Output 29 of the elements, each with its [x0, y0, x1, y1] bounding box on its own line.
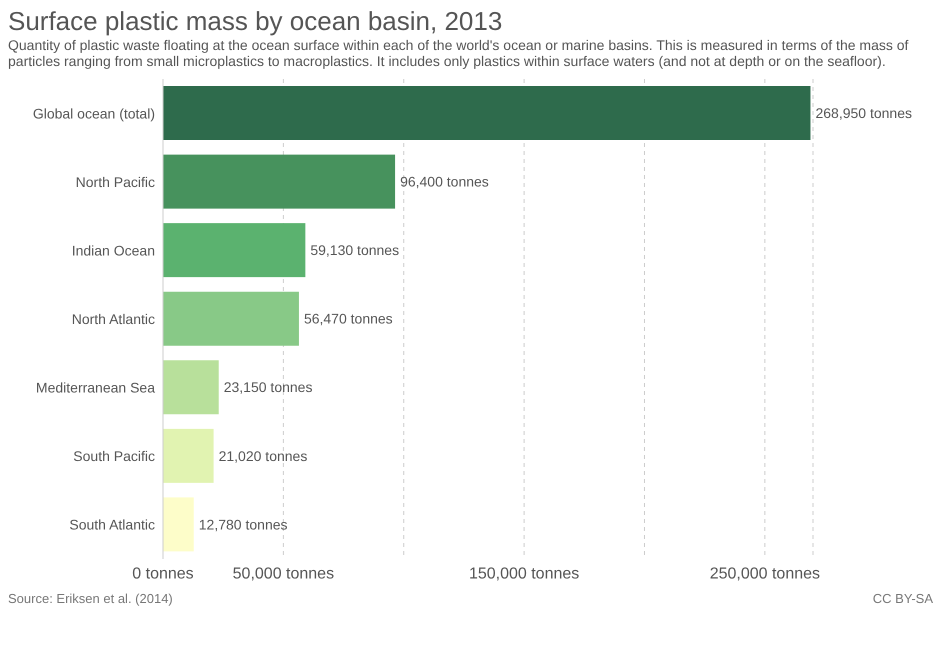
- data-label: 23,150 tonnes: [224, 379, 312, 396]
- y-tick-label: South Atlantic: [69, 516, 155, 533]
- text: CC BY-SA: [872, 591, 933, 606]
- y-tick-label: North Pacific: [76, 174, 155, 190]
- data-label: 96,400 tonnes: [400, 173, 489, 190]
- bar: [163, 497, 194, 552]
- y-tick-label: Mediterranean Sea: [36, 380, 156, 396]
- x-tick-label: 0 tonnes: [132, 565, 194, 582]
- y-tick-label: South Pacific: [73, 448, 155, 464]
- y-tick-label: North Atlantic: [72, 310, 155, 327]
- y-tick-label: Indian Ocean: [72, 242, 155, 258]
- y-tick-label: Global ocean (total): [32, 105, 155, 122]
- x-tick-label: 250,000 tonnes: [710, 565, 820, 582]
- source-note: Source: Eriksen et al. (2014): [8, 591, 173, 606]
- bar: [163, 86, 810, 140]
- bar: [163, 154, 396, 209]
- bar: [163, 428, 214, 483]
- data-label: 21,020 tonnes: [218, 448, 308, 464]
- data-label: 59,130 tonnes: [310, 242, 400, 258]
- chart-subtitle: Quantity of plastic waste floating at the ocean surface within each of the world's ocean or marine basins. This is measured in terms of the mass of particles ranging from small microplastics to macroplastics. It includes only plastics within surface waters (and not at depth or on the seafloor).: [8, 37, 910, 69]
- x-tick-label: 50,000 tonnes: [232, 565, 334, 582]
- bar: [163, 292, 299, 346]
- data-label: 56,470 tonnes: [304, 310, 393, 327]
- chart-title: Surface plastic mass by ocean basin, 2013: [8, 6, 504, 37]
- bar: [163, 360, 219, 414]
- data-label: 268,950 tonnes: [815, 104, 912, 121]
- bar: [163, 223, 306, 278]
- x-tick-label: 150,000 tonnes: [468, 565, 580, 582]
- data-label: 12,780 tonnes: [198, 516, 288, 532]
